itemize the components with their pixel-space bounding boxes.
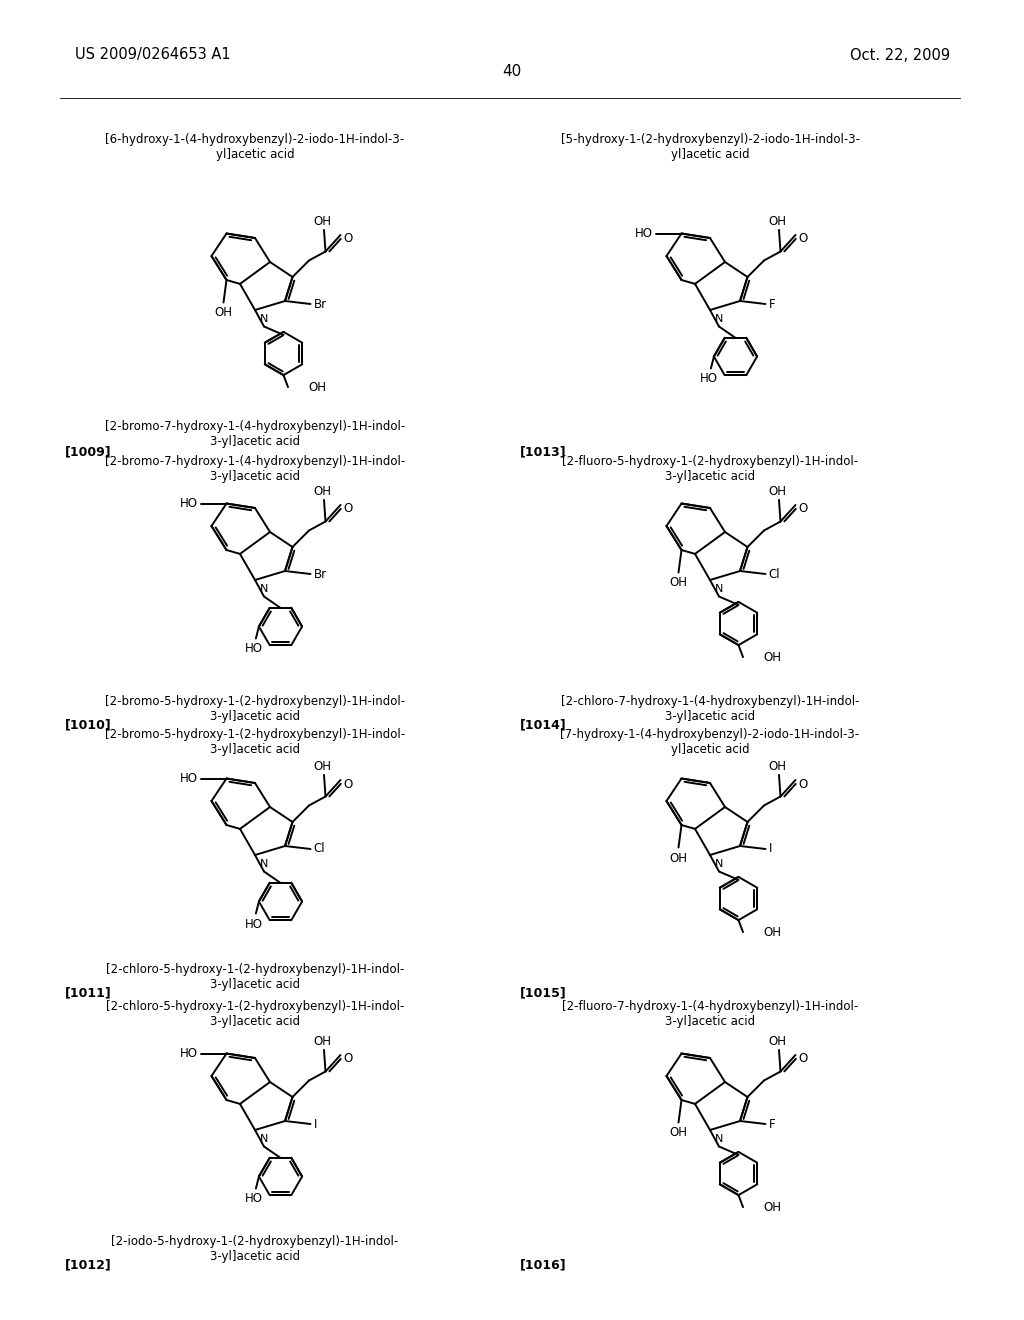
Text: O: O	[799, 232, 808, 246]
Text: OH: OH	[768, 484, 786, 498]
Text: OH: OH	[763, 651, 781, 664]
Text: 40: 40	[503, 65, 521, 79]
Text: [2-chloro-5-hydroxy-1-(2-hydroxybenzyl)-1H-indol-
3-yl]acetic acid: [2-chloro-5-hydroxy-1-(2-hydroxybenzyl)-…	[105, 1001, 404, 1028]
Text: [7-hydroxy-1-(4-hydroxybenzyl)-2-iodo-1H-indol-3-
yl]acetic acid: [7-hydroxy-1-(4-hydroxybenzyl)-2-iodo-1H…	[560, 729, 859, 756]
Text: [1016]: [1016]	[520, 1258, 566, 1271]
Text: N: N	[715, 583, 723, 594]
Text: [1009]: [1009]	[65, 445, 112, 458]
Text: N: N	[260, 583, 268, 594]
Text: [2-bromo-7-hydroxy-1-(4-hydroxybenzyl)-1H-indol-
3-yl]acetic acid: [2-bromo-7-hydroxy-1-(4-hydroxybenzyl)-1…	[104, 420, 406, 447]
Text: O: O	[343, 503, 352, 516]
Text: HO: HO	[245, 917, 263, 931]
Text: O: O	[343, 1052, 352, 1065]
Text: OH: OH	[763, 925, 781, 939]
Text: O: O	[799, 1052, 808, 1065]
Text: [1011]: [1011]	[65, 986, 112, 999]
Text: [2-fluoro-5-hydroxy-1-(2-hydroxybenzyl)-1H-indol-
3-yl]acetic acid: [2-fluoro-5-hydroxy-1-(2-hydroxybenzyl)-…	[562, 455, 858, 483]
Text: OH: OH	[313, 1035, 331, 1048]
Text: HO: HO	[180, 1047, 198, 1060]
Text: [1010]: [1010]	[65, 718, 112, 731]
Text: OH: OH	[768, 760, 786, 774]
Text: OH: OH	[313, 215, 331, 228]
Text: N: N	[715, 859, 723, 869]
Text: Cl: Cl	[768, 568, 780, 581]
Text: [2-bromo-7-hydroxy-1-(4-hydroxybenzyl)-1H-indol-
3-yl]acetic acid: [2-bromo-7-hydroxy-1-(4-hydroxybenzyl)-1…	[104, 455, 406, 483]
Text: I: I	[313, 1118, 316, 1130]
Text: OH: OH	[670, 1126, 687, 1139]
Text: OH: OH	[214, 306, 232, 319]
Text: Oct. 22, 2009: Oct. 22, 2009	[850, 48, 950, 62]
Text: HO: HO	[635, 227, 653, 240]
Text: O: O	[799, 777, 808, 791]
Text: OH: OH	[670, 851, 687, 865]
Text: OH: OH	[768, 215, 786, 228]
Text: [2-bromo-5-hydroxy-1-(2-hydroxybenzyl)-1H-indol-
3-yl]acetic acid: [2-bromo-5-hydroxy-1-(2-hydroxybenzyl)-1…	[104, 729, 406, 756]
Text: OH: OH	[768, 1035, 786, 1048]
Text: F: F	[768, 297, 775, 310]
Text: [2-iodo-5-hydroxy-1-(2-hydroxybenzyl)-1H-indol-
3-yl]acetic acid: [2-iodo-5-hydroxy-1-(2-hydroxybenzyl)-1H…	[112, 1236, 398, 1263]
Text: HO: HO	[245, 1192, 263, 1205]
Text: N: N	[260, 859, 268, 869]
Text: HO: HO	[699, 372, 718, 385]
Text: [2-bromo-5-hydroxy-1-(2-hydroxybenzyl)-1H-indol-
3-yl]acetic acid: [2-bromo-5-hydroxy-1-(2-hydroxybenzyl)-1…	[104, 696, 406, 723]
Text: OH: OH	[313, 484, 331, 498]
Text: HO: HO	[180, 498, 198, 510]
Text: OH: OH	[670, 577, 687, 590]
Text: [1015]: [1015]	[520, 986, 566, 999]
Text: [1014]: [1014]	[520, 718, 566, 731]
Text: US 2009/0264653 A1: US 2009/0264653 A1	[75, 48, 230, 62]
Text: [2-chloro-5-hydroxy-1-(2-hydroxybenzyl)-1H-indol-
3-yl]acetic acid: [2-chloro-5-hydroxy-1-(2-hydroxybenzyl)-…	[105, 964, 404, 991]
Text: Br: Br	[313, 568, 327, 581]
Text: [6-hydroxy-1-(4-hydroxybenzyl)-2-iodo-1H-indol-3-
yl]acetic acid: [6-hydroxy-1-(4-hydroxybenzyl)-2-iodo-1H…	[105, 133, 404, 161]
Text: I: I	[768, 842, 772, 855]
Text: [2-chloro-7-hydroxy-1-(4-hydroxybenzyl)-1H-indol-
3-yl]acetic acid: [2-chloro-7-hydroxy-1-(4-hydroxybenzyl)-…	[561, 696, 859, 723]
Text: N: N	[260, 314, 268, 323]
Text: N: N	[260, 1134, 268, 1144]
Text: OH: OH	[313, 760, 331, 774]
Text: [1013]: [1013]	[520, 445, 566, 458]
Text: Br: Br	[313, 297, 327, 310]
Text: HO: HO	[180, 772, 198, 785]
Text: [2-fluoro-7-hydroxy-1-(4-hydroxybenzyl)-1H-indol-
3-yl]acetic acid: [2-fluoro-7-hydroxy-1-(4-hydroxybenzyl)-…	[562, 1001, 858, 1028]
Text: [1012]: [1012]	[65, 1258, 112, 1271]
Text: N: N	[715, 1134, 723, 1144]
Text: OH: OH	[308, 380, 326, 393]
Text: HO: HO	[245, 643, 263, 656]
Text: [5-hydroxy-1-(2-hydroxybenzyl)-2-iodo-1H-indol-3-
yl]acetic acid: [5-hydroxy-1-(2-hydroxybenzyl)-2-iodo-1H…	[560, 133, 859, 161]
Text: O: O	[343, 777, 352, 791]
Text: OH: OH	[763, 1201, 781, 1213]
Text: O: O	[343, 232, 352, 246]
Text: F: F	[768, 1118, 775, 1130]
Text: N: N	[715, 314, 723, 323]
Text: O: O	[799, 503, 808, 516]
Text: Cl: Cl	[313, 842, 326, 855]
